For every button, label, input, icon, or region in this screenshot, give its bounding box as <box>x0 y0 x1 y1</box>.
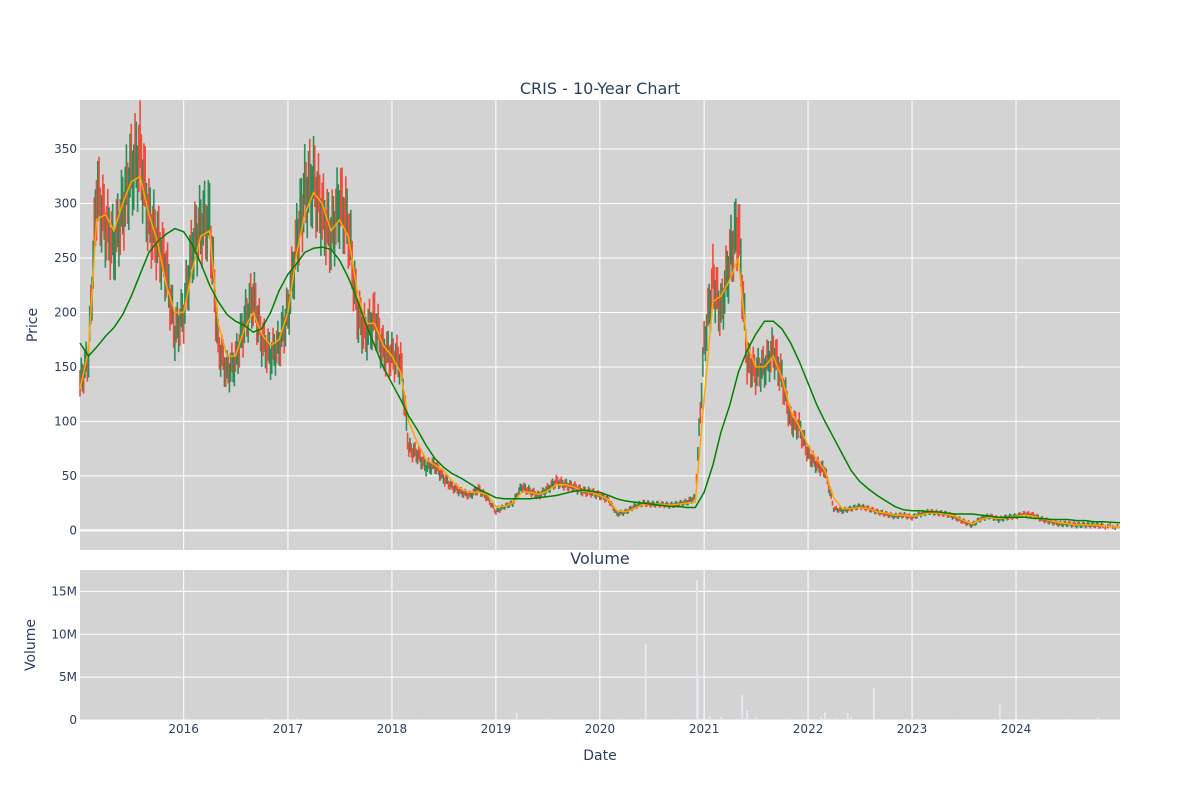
volume-bar <box>185 718 188 720</box>
volume-bar <box>741 695 744 720</box>
volume-bar <box>1032 718 1035 720</box>
volume-chart-title: Volume <box>570 549 630 568</box>
volume-bars <box>95 580 1100 720</box>
volume-bar <box>515 713 518 720</box>
volume-bar <box>708 715 711 720</box>
date-x-tick-label: 2020 <box>585 722 616 736</box>
price-y-tick-label: 0 <box>69 523 77 537</box>
volume-bar <box>911 718 914 720</box>
volume-bar <box>1066 718 1069 720</box>
volume-bar <box>719 716 722 720</box>
date-x-tick-label: 2016 <box>168 722 199 736</box>
volume-bar <box>416 719 419 720</box>
volume-bar <box>644 643 647 720</box>
volume-bar <box>696 678 699 720</box>
volume-gridlines <box>80 570 1120 721</box>
date-x-tick-label: 2018 <box>377 722 408 736</box>
volume-bar <box>998 704 1001 720</box>
price-y-axis-title: Price <box>25 308 41 342</box>
date-x-tick-label: 2021 <box>689 722 720 736</box>
volume-bar <box>615 718 618 720</box>
price-y-tick-label: 50 <box>62 469 77 483</box>
price-y-tick-label: 250 <box>54 251 77 265</box>
price-y-tick-label: 200 <box>54 305 77 319</box>
volume-bar <box>823 712 826 720</box>
volume-bar <box>846 713 849 720</box>
price-y-tick-labels: 0 50 100 150 200 250 300 350 <box>54 142 77 537</box>
price-y-tick-label: 300 <box>54 197 77 211</box>
price-candles <box>79 100 1119 531</box>
volume-bar <box>872 688 875 720</box>
volume-bar <box>746 710 749 720</box>
price-y-tick-label: 350 <box>54 142 77 156</box>
volume-bar <box>264 717 267 720</box>
price-y-tick-label: 100 <box>54 414 77 428</box>
date-x-tick-labels: 2016 2017 2018 2019 2020 2021 2022 2023 2024 <box>168 722 1031 736</box>
date-x-tick-label: 2017 <box>273 722 304 736</box>
date-x-tick-label: 2019 <box>481 722 512 736</box>
volume-bar <box>819 716 822 720</box>
volume-y-tick-label: 15M <box>51 584 77 598</box>
price-panel: 0 50 100 150 200 250 300 350 CRIS - 10-Year Cha… <box>25 79 1121 550</box>
volume-y-axis-title: Volume <box>23 619 39 671</box>
moving-average-long-line <box>79 227 1121 524</box>
volume-bar <box>835 718 838 720</box>
volume-bar <box>695 580 698 720</box>
volume-y-tick-label: 0 <box>69 713 77 727</box>
date-x-tick-label: 2023 <box>897 722 928 736</box>
volume-bar <box>676 718 679 720</box>
volume-y-tick-labels: 0 5M 10M 15M <box>51 584 77 727</box>
date-x-tick-label: 2022 <box>793 722 824 736</box>
moving-average-short-line <box>79 175 1121 528</box>
date-x-axis-title: Date <box>583 748 616 764</box>
volume-bar <box>850 716 853 720</box>
volume-bar <box>1097 717 1100 720</box>
volume-bar <box>295 717 298 720</box>
volume-bar <box>954 718 957 720</box>
volume-bar <box>546 718 549 720</box>
price-moving-averages <box>79 175 1121 528</box>
volume-bar <box>95 718 98 720</box>
volume-bar <box>754 716 757 720</box>
volume-bar <box>789 718 792 720</box>
price-chart-title: CRIS - 10-Year Chart <box>520 79 680 98</box>
volume-y-tick-label: 5M <box>59 670 77 684</box>
volume-y-tick-label: 10M <box>51 627 77 641</box>
date-x-tick-label: 2024 <box>1001 722 1032 736</box>
price-y-tick-label: 150 <box>54 360 77 374</box>
